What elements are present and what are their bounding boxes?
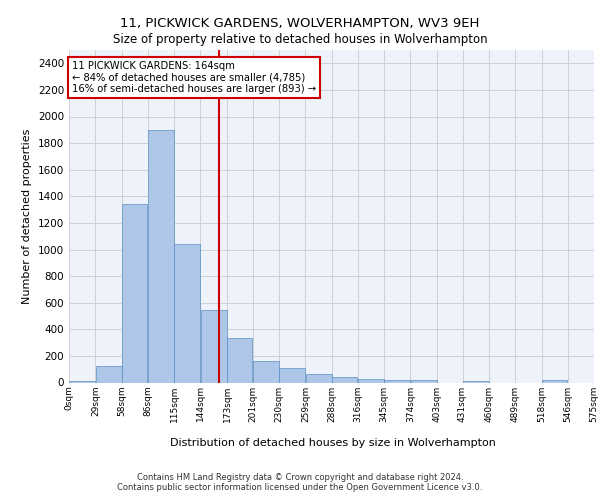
- Bar: [200, 310, 227, 382]
- Bar: [279, 368, 305, 382]
- Bar: [594, 380, 600, 382]
- Bar: [305, 374, 332, 382]
- Bar: [542, 380, 568, 382]
- Bar: [122, 204, 148, 382]
- Bar: [332, 378, 358, 382]
- Bar: [358, 379, 384, 382]
- Bar: [174, 244, 200, 382]
- Text: Size of property relative to detached houses in Wolverhampton: Size of property relative to detached ho…: [113, 32, 487, 46]
- Bar: [410, 380, 437, 382]
- Bar: [253, 360, 279, 382]
- Bar: [463, 380, 489, 382]
- Text: Contains HM Land Registry data © Crown copyright and database right 2024.
Contai: Contains HM Land Registry data © Crown c…: [118, 473, 482, 492]
- Bar: [69, 380, 95, 382]
- Bar: [148, 130, 174, 382]
- Bar: [227, 338, 253, 382]
- Y-axis label: Number of detached properties: Number of detached properties: [22, 128, 32, 304]
- Text: Distribution of detached houses by size in Wolverhampton: Distribution of detached houses by size …: [170, 438, 496, 448]
- Text: 11 PICKWICK GARDENS: 164sqm
← 84% of detached houses are smaller (4,785)
16% of : 11 PICKWICK GARDENS: 164sqm ← 84% of det…: [72, 60, 316, 94]
- Bar: [95, 366, 122, 382]
- Text: 11, PICKWICK GARDENS, WOLVERHAMPTON, WV3 9EH: 11, PICKWICK GARDENS, WOLVERHAMPTON, WV3…: [121, 18, 479, 30]
- Bar: [384, 380, 410, 382]
